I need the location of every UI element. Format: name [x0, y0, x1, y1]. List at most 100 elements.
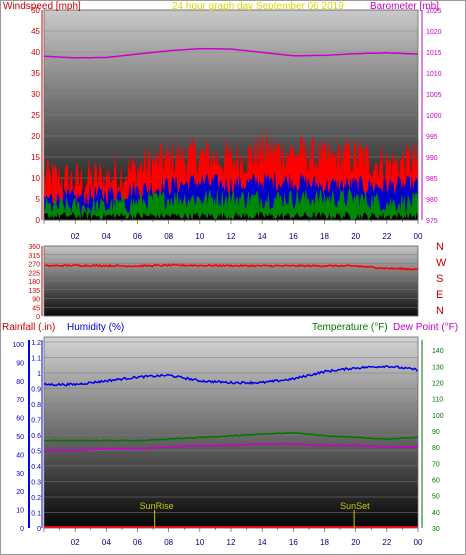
humidity-plot-area	[44, 337, 418, 528]
sunset-label: SunSet	[340, 501, 370, 511]
wind-time-tick-label: 00	[414, 232, 423, 241]
humidity-y-tick: 40	[16, 452, 24, 459]
temperature-y-tick: 70	[432, 461, 440, 468]
wind-time-tick-label: 02	[71, 232, 80, 241]
humidity-y-tick: 60	[16, 416, 24, 423]
rain-y-tick: 0.9	[31, 387, 41, 394]
humidity-time-tick-label: 12	[227, 538, 236, 547]
compass-label-N: N	[436, 305, 444, 317]
axes: 0510152025303540455097598098599099510001…	[12, 6, 447, 547]
wind-y-tick: 25	[31, 111, 40, 120]
rain-y-tick: 0.5	[31, 449, 41, 456]
temperature-y-tick: 90	[432, 429, 440, 436]
rain-y-tick: 1.1	[31, 356, 41, 363]
direction-y-tick: 270	[28, 262, 40, 269]
humidity-time-tick-label: 04	[102, 538, 111, 547]
barometer-y-tick: 1015	[426, 50, 442, 57]
humidity-time-tick-label: 18	[320, 538, 329, 547]
humidity-time-tick-label: 22	[382, 538, 391, 547]
dewpoint-line	[44, 442, 419, 452]
direction-plot-border	[43, 245, 419, 317]
temperature-y-tick: 140	[432, 348, 444, 355]
humidity-time-tick-label: 06	[133, 538, 142, 547]
wind-y-tick: 0	[36, 216, 41, 225]
humidity-time-tick-label: 20	[351, 538, 360, 547]
humidity-y-tick: 90	[16, 360, 24, 367]
barometer-line	[43, 47, 419, 59]
wind-y-tick: 5	[36, 195, 41, 204]
temperature-label: Temperature (°F)	[312, 322, 388, 333]
humidity-time-tick-label: 02	[71, 538, 80, 547]
wind-time-tick-label: 22	[382, 232, 391, 241]
rain-y-tick: 0.4	[31, 464, 41, 471]
rain-y-tick: 0	[37, 526, 41, 533]
rain-y-tick: 0.3	[31, 480, 41, 487]
direction-y-tick: 315	[28, 253, 40, 260]
barometer-y-tick: 975	[426, 218, 438, 225]
barometer-y-tick: 1025	[426, 8, 442, 15]
wind-calm-area	[44, 211, 418, 220]
wind-y-tick: 40	[31, 48, 40, 57]
humidity-y-tick: 20	[16, 489, 24, 496]
wind-y-tick: 15	[31, 153, 40, 162]
humidity-y-tick: 50	[16, 434, 24, 441]
dewpoint-label: Dew Point (°F)	[393, 322, 458, 333]
direction-y-tick: 0	[36, 314, 40, 321]
humidity-time-tick-label: 08	[164, 538, 173, 547]
rain-y-tick: 0.8	[31, 402, 41, 409]
wind-time-tick-label: 14	[258, 232, 267, 241]
wind-y-tick: 10	[31, 174, 40, 183]
humidity-line	[43, 365, 418, 387]
humidity-time-tick-label: 14	[258, 538, 267, 547]
wind-time-tick-label: 20	[351, 232, 360, 241]
wind-time-tick-label: 16	[289, 232, 298, 241]
barometer-y-tick: 1010	[426, 71, 442, 78]
data-marks	[43, 47, 419, 528]
compass-label-E: E	[436, 289, 443, 301]
wind-y-tick: 30	[31, 90, 40, 99]
temperature-y-tick: 120	[432, 380, 444, 387]
rain-y-tick: 1.2	[31, 340, 41, 347]
direction-y-tick: 90	[32, 297, 40, 304]
temperature-line	[43, 431, 419, 442]
wind-time-tick-label: 08	[164, 232, 173, 241]
graph-title: 24 hour graph day September 06 2019	[172, 1, 344, 12]
wind-y-tick: 45	[31, 27, 40, 36]
barometer-y-tick: 995	[426, 134, 438, 141]
wind-time-tick-label: 18	[320, 232, 329, 241]
humidity-y-tick: 80	[16, 379, 24, 386]
humidity-time-tick-label: 10	[195, 538, 204, 547]
barometer-y-tick: 985	[426, 176, 438, 183]
rain-y-tick: 1	[37, 371, 41, 378]
temperature-y-tick: 50	[432, 494, 440, 501]
temperature-y-tick: 40	[432, 510, 440, 517]
temperature-y-tick: 60	[432, 477, 440, 484]
wind-time-tick-label: 10	[195, 232, 204, 241]
rainfall-label: Rainfall (.in)	[2, 322, 55, 333]
sunrise-label: SunRise	[140, 501, 174, 511]
humidity-y-tick: 0	[20, 526, 24, 533]
compass-label-W: W	[436, 257, 447, 269]
barometer-y-tick: 1005	[426, 92, 442, 99]
wind-y-tick: 50	[31, 6, 40, 15]
barometer-y-tick: 980	[426, 197, 438, 204]
wind-y-tick: 20	[31, 132, 40, 141]
temperature-y-tick: 100	[432, 413, 444, 420]
direction-y-tick: 180	[28, 279, 40, 286]
barometer-y-tick: 1000	[426, 113, 442, 120]
direction-y-tick: 360	[28, 244, 40, 251]
humidity-time-tick-label: 16	[289, 538, 298, 547]
humidity-y-tick: 70	[16, 397, 24, 404]
rain-y-tick: 0.6	[31, 433, 41, 440]
compass-label-S: S	[436, 273, 443, 285]
humidity-y-tick: 100	[12, 342, 24, 349]
temperature-y-tick: 130	[432, 364, 444, 371]
wind-time-tick-label: 04	[102, 232, 111, 241]
humidity-label: Humidity (%)	[67, 322, 124, 333]
barometer-label: Barometer [mb]	[370, 1, 439, 12]
wind-y-tick: 35	[31, 69, 40, 78]
compass-label-N: N	[436, 241, 444, 253]
wind-time-tick-label: 12	[227, 232, 236, 241]
direction-line	[43, 263, 419, 271]
direction-y-tick: 45	[32, 305, 40, 312]
